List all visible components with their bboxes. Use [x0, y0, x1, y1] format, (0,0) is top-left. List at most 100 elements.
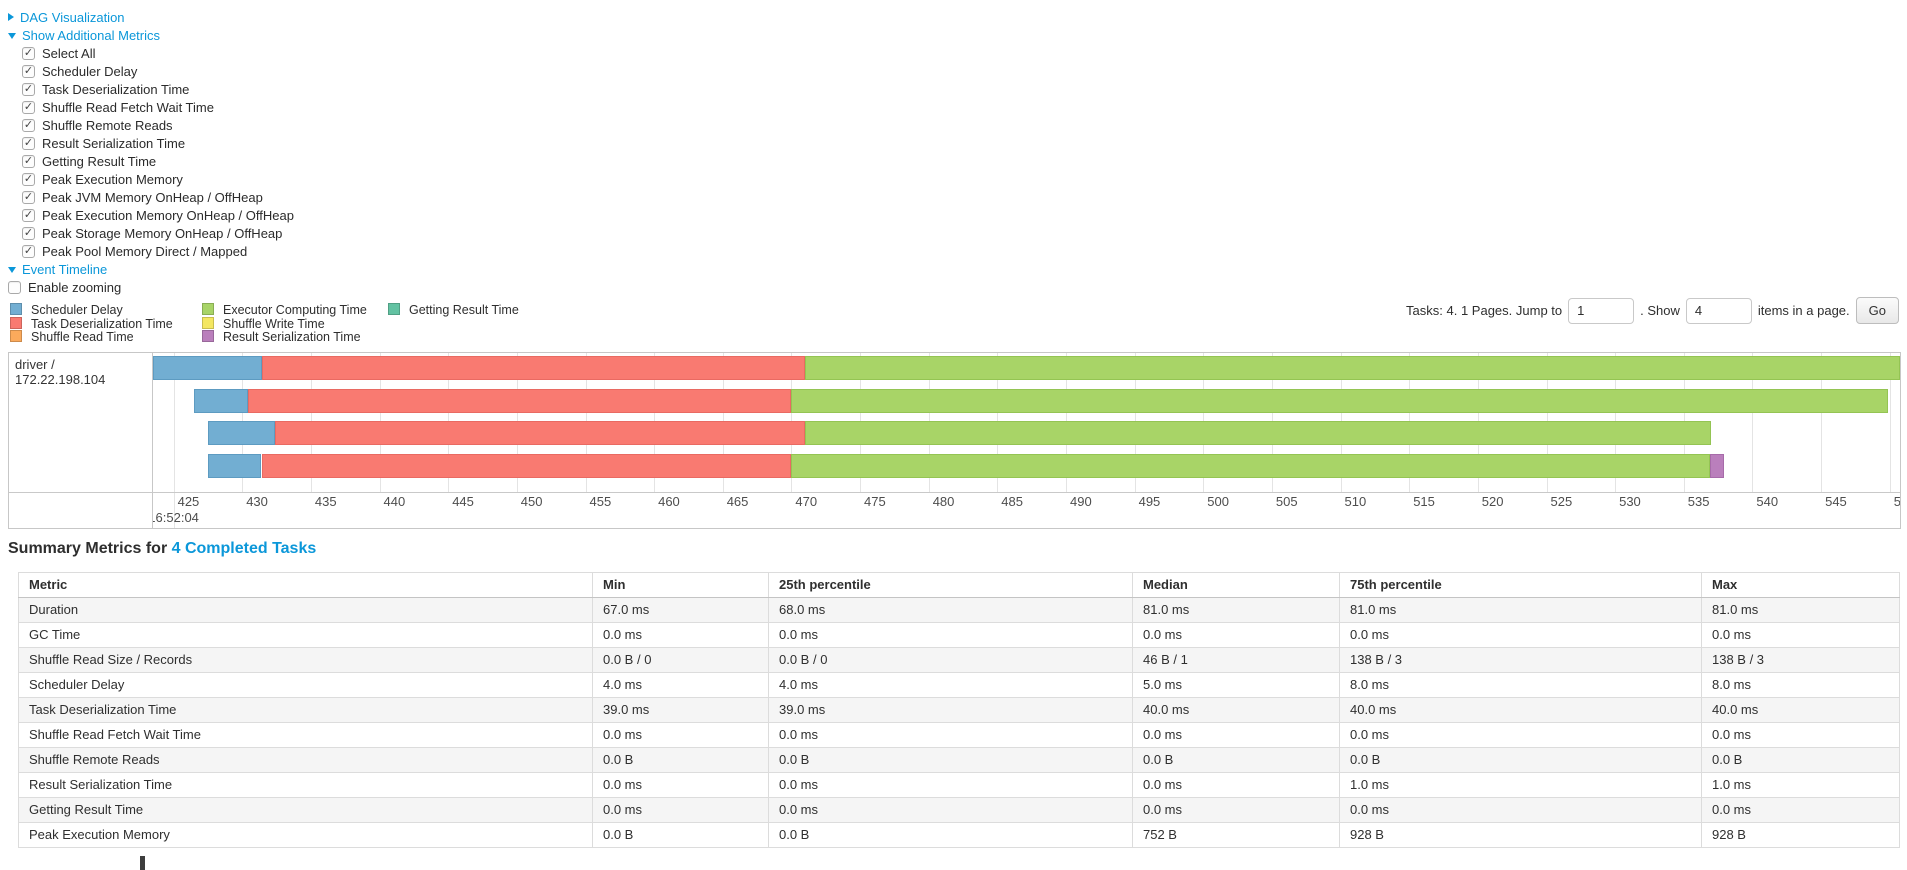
legend-item: Shuffle Write Time	[202, 316, 388, 331]
metric-checkbox-label: Result Serialization Time	[42, 135, 186, 151]
chevron-down-icon	[8, 267, 16, 273]
task-bar-segment-scheduler_delay[interactable]	[207, 421, 276, 445]
task-bar-segment-scheduler_delay[interactable]	[153, 356, 262, 380]
table-row: Shuffle Remote Reads 0.0 B 0.0 B 0.0 B 0.0 B…	[18, 747, 1900, 773]
metric-value-cell: 0.0 ms	[1132, 622, 1340, 648]
metric-checkbox[interactable]: ✓	[22, 136, 35, 150]
metric-value-cell: 1.0 ms	[1339, 772, 1702, 798]
legend-column: Executor Computing Time Shuffle Write Tim…	[202, 303, 388, 344]
axis-tick-label: 550	[1893, 494, 1900, 509]
pagination-suffix-text: items in a page.	[1757, 303, 1850, 318]
axis-tick-label: 425	[177, 494, 200, 509]
metric-checkbox[interactable]: ✓	[22, 208, 35, 222]
task-bar-segment-task_deserialization[interactable]	[261, 356, 806, 380]
metric-value-cell: 0.0 ms	[1339, 797, 1702, 823]
completed-tasks-link[interactable]: 4 Completed Tasks	[171, 540, 317, 557]
metric-checkbox[interactable]: ✓	[22, 154, 35, 168]
metric-value-cell: 0.0 B / 0	[768, 647, 1133, 673]
metric-checkbox-label: Shuffle Read Fetch Wait Time	[42, 99, 214, 115]
executor-row-label: driver / 172.22.198.104	[9, 353, 153, 528]
pagination-summary-text: Tasks: 4. 1 Pages. Jump to	[1406, 303, 1563, 318]
metric-checkbox-row: ✓ Peak Execution Memory	[8, 170, 294, 188]
metric-checkbox[interactable]: ✓	[22, 190, 35, 204]
task-bar-segment-task_deserialization[interactable]	[261, 454, 792, 478]
axis-tick-label: 535	[1687, 494, 1710, 509]
scheduler_delay-swatch-icon	[10, 303, 22, 315]
task-bar-segment-executor_computing[interactable]	[805, 356, 1900, 380]
metric-value-cell: 8.0 ms	[1701, 672, 1900, 698]
legend-label: Result Serialization Time	[223, 330, 361, 344]
metric-value-cell: 40.0 ms	[1339, 697, 1702, 723]
metric-value-cell: 5.0 ms	[1132, 672, 1340, 698]
axis-gridline	[1821, 353, 1823, 492]
metric-value-cell: 1.0 ms	[1701, 772, 1900, 798]
task-bar-segment-executor_computing[interactable]	[791, 389, 1889, 413]
metric-name-cell: Duration	[18, 597, 593, 623]
metric-checkbox-row: ✓ Shuffle Read Fetch Wait Time	[8, 98, 294, 116]
table-row: Task Deserialization Time 39.0 ms 39.0 ms 4…	[18, 697, 1900, 723]
metric-checkbox[interactable]: ✓	[22, 118, 35, 132]
axis-tick-label: 545	[1825, 494, 1847, 509]
metric-value-cell: 81.0 ms	[1701, 597, 1900, 623]
result_serialization-swatch-icon	[202, 330, 214, 342]
task-bar-segment-executor_computing[interactable]	[791, 454, 1710, 478]
go-button[interactable]: Go	[1855, 297, 1899, 324]
metric-checkbox-row: ✓ Task Deserialization Time	[8, 80, 294, 98]
legend-label: Scheduler Delay	[31, 303, 123, 317]
metric-checkbox-row: ✓ Shuffle Remote Reads	[8, 116, 294, 134]
metric-value-cell: 46 B / 1	[1132, 647, 1340, 673]
column-header: Max	[1701, 572, 1900, 598]
metric-value-cell: 8.0 ms	[1339, 672, 1702, 698]
time-axis-line	[9, 492, 1900, 493]
task-bar-segment-executor_computing[interactable]	[805, 421, 1712, 445]
axis-tick-label: 475	[864, 494, 886, 509]
metric-checkbox[interactable]: ✓	[22, 100, 35, 114]
table-row: Duration 67.0 ms 68.0 ms 81.0 ms 81.0 ms 81.0…	[18, 597, 1900, 623]
axis-gridline	[173, 353, 175, 528]
axis-tick-label: 470	[795, 494, 818, 509]
task-bar-segment-result_serialization[interactable]	[1709, 454, 1725, 478]
metric-value-cell: 0.0 ms	[1132, 797, 1340, 823]
jump-to-page-input[interactable]	[1568, 297, 1635, 324]
legend-label: Executor Computing Time	[223, 303, 367, 317]
metric-checkbox[interactable]: ✓	[22, 64, 35, 78]
table-row: Shuffle Read Size / Records 0.0 B / 0 0.0 …	[18, 647, 1900, 673]
axis-tick-label: 435	[314, 494, 337, 509]
summary-metrics-heading: Summary Metrics for 4 Completed Tasks	[8, 540, 316, 558]
timeline-header: Scheduler Delay Task Deserialization Time…	[10, 297, 1899, 344]
event-timeline-toggle[interactable]: Event Timeline	[8, 262, 107, 277]
metric-value-cell: 0.0 ms	[1132, 772, 1340, 798]
metric-value-cell: 0.0 ms	[1701, 797, 1900, 823]
getting_result-swatch-icon	[388, 303, 400, 315]
metric-checkbox[interactable]: ✓	[22, 46, 35, 60]
metric-value-cell: 40.0 ms	[1701, 697, 1900, 723]
metric-name-cell: Shuffle Read Fetch Wait Time	[18, 722, 593, 748]
task-bar-segment-scheduler_delay[interactable]	[194, 389, 248, 413]
metric-checkbox[interactable]: ✓	[22, 172, 35, 186]
task-bar-segment-task_deserialization[interactable]	[275, 421, 806, 445]
enable-zooming-checkbox[interactable]	[8, 280, 21, 294]
legend-label: Shuffle Read Time	[31, 330, 134, 344]
metric-name-cell: Getting Result Time	[18, 797, 593, 823]
task-bar-segment-scheduler_delay[interactable]	[207, 454, 262, 478]
column-header: 75th percentile	[1339, 572, 1702, 598]
summary-metrics-table-wrap: Metric Min 25th percentile Median 75th perce…	[18, 572, 1900, 848]
task-bar-segment-task_deserialization[interactable]	[247, 389, 792, 413]
legend-item: Shuffle Read Time	[10, 330, 202, 344]
metric-checkbox-label: Peak JVM Memory OnHeap / OffHeap	[42, 189, 263, 205]
metric-value-cell: 928 B	[1339, 822, 1702, 848]
axis-gridline	[1752, 353, 1754, 492]
metric-value-cell: 0.0 B	[592, 822, 769, 848]
metric-checkbox-row: ✓ Result Serialization Time	[8, 134, 294, 152]
show-additional-metrics-toggle[interactable]: Show Additional Metrics	[8, 28, 160, 43]
metric-value-cell: 4.0 ms	[768, 672, 1133, 698]
metric-checkbox[interactable]: ✓	[22, 244, 35, 258]
items-per-page-input[interactable]	[1685, 297, 1752, 324]
metric-checkbox-label: Scheduler Delay	[42, 63, 138, 79]
dag-visualization-toggle[interactable]: DAG Visualization	[8, 10, 125, 25]
metric-checkbox[interactable]: ✓	[22, 82, 35, 96]
metric-name-cell: Task Deserialization Time	[18, 697, 593, 723]
metric-checkbox-label: Shuffle Remote Reads	[42, 117, 173, 133]
additional-metrics-checkbox-list: ✓ Select All ✓ Scheduler Delay ✓ Task Deseria…	[8, 44, 294, 260]
metric-checkbox[interactable]: ✓	[22, 226, 35, 240]
